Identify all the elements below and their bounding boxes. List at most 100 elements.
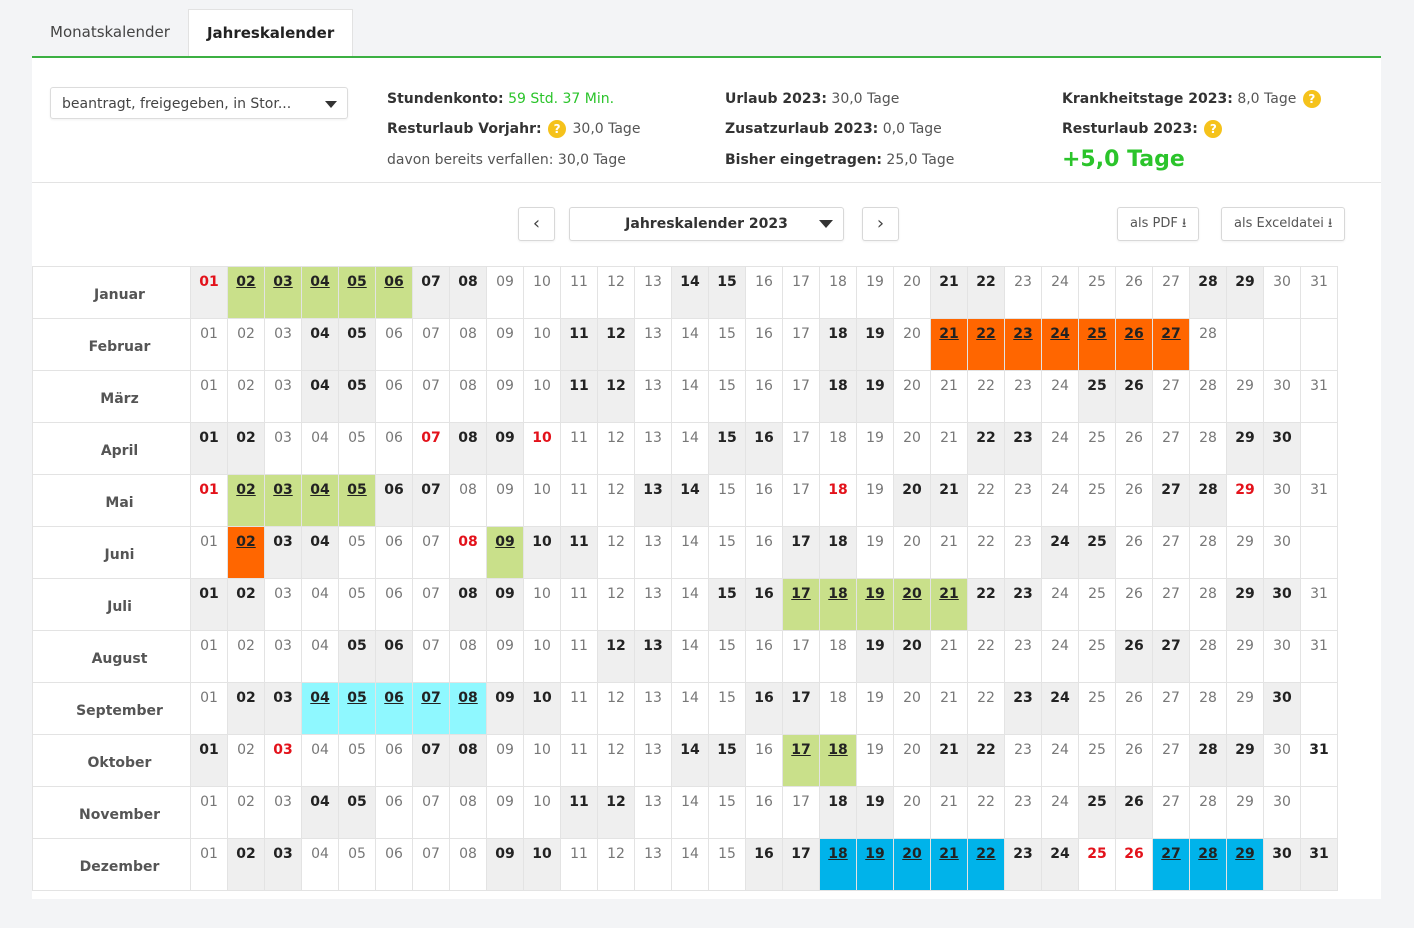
day-cell[interactable]: 07 (412, 526, 450, 579)
day-cell[interactable]: 13 (634, 786, 672, 839)
day-cell[interactable]: 23 (1004, 266, 1042, 319)
day-cell[interactable]: 30 (1263, 266, 1301, 319)
status-filter-select[interactable]: beantragt, freigegeben, in Stor... (50, 87, 348, 119)
day-cell[interactable]: 27 (1152, 578, 1190, 631)
day-cell[interactable]: 28 (1189, 318, 1227, 371)
day-cell[interactable]: 29 (1226, 422, 1264, 475)
day-cell[interactable]: 07 (412, 422, 450, 475)
day-cell[interactable]: 02 (227, 474, 265, 527)
day-cell[interactable]: 16 (745, 734, 783, 787)
day-cell[interactable]: 11 (560, 786, 598, 839)
day-cell[interactable]: 20 (893, 526, 931, 579)
day-cell[interactable]: 05 (338, 630, 376, 683)
day-cell[interactable]: 12 (597, 838, 635, 891)
day-cell[interactable]: 26 (1115, 318, 1153, 371)
day-cell[interactable]: 14 (671, 682, 709, 735)
day-cell[interactable]: 30 (1263, 838, 1301, 891)
day-cell[interactable]: 05 (338, 422, 376, 475)
day-cell[interactable]: 05 (338, 266, 376, 319)
day-cell[interactable]: 08 (449, 682, 487, 735)
day-cell[interactable]: 18 (819, 474, 857, 527)
day-cell[interactable]: 28 (1189, 370, 1227, 423)
day-cell[interactable]: 04 (301, 370, 339, 423)
tab-monatskalender[interactable]: Monatskalender (50, 23, 170, 41)
day-cell[interactable]: 14 (671, 838, 709, 891)
day-cell[interactable]: 14 (671, 370, 709, 423)
day-cell[interactable]: 21 (930, 682, 968, 735)
day-cell[interactable]: 30 (1263, 630, 1301, 683)
day-cell[interactable]: 28 (1189, 630, 1227, 683)
day-cell[interactable]: 22 (967, 630, 1005, 683)
day-cell[interactable]: 18 (819, 266, 857, 319)
day-cell[interactable]: 17 (782, 526, 820, 579)
day-cell[interactable]: 07 (412, 682, 450, 735)
day-cell[interactable]: 24 (1041, 734, 1079, 787)
day-cell[interactable]: 10 (523, 838, 561, 891)
day-cell[interactable]: 01 (190, 734, 228, 787)
day-cell[interactable]: 14 (671, 786, 709, 839)
day-cell[interactable]: 08 (449, 266, 487, 319)
day-cell[interactable]: 22 (967, 266, 1005, 319)
day-cell[interactable]: 01 (190, 682, 228, 735)
day-cell[interactable]: 12 (597, 578, 635, 631)
day-cell[interactable]: 27 (1152, 734, 1190, 787)
day-cell[interactable]: 19 (856, 266, 894, 319)
day-cell[interactable]: 09 (486, 578, 524, 631)
day-cell[interactable]: 21 (930, 422, 968, 475)
day-cell[interactable]: 11 (560, 526, 598, 579)
day-cell[interactable]: 03 (264, 422, 302, 475)
day-cell[interactable]: 04 (301, 578, 339, 631)
day-cell[interactable]: 19 (856, 526, 894, 579)
day-cell[interactable]: 28 (1189, 422, 1227, 475)
day-cell[interactable]: 05 (338, 526, 376, 579)
day-cell[interactable]: 20 (893, 266, 931, 319)
day-cell[interactable]: 25 (1078, 474, 1116, 527)
day-cell[interactable]: 11 (560, 266, 598, 319)
day-cell[interactable]: 22 (967, 474, 1005, 527)
day-cell[interactable]: 19 (856, 318, 894, 371)
day-cell[interactable]: 06 (375, 682, 413, 735)
day-cell[interactable]: 29 (1226, 630, 1264, 683)
day-cell[interactable]: 21 (930, 526, 968, 579)
day-cell[interactable]: 01 (190, 318, 228, 371)
day-cell[interactable]: 24 (1041, 630, 1079, 683)
day-cell[interactable]: 22 (967, 318, 1005, 371)
day-cell[interactable]: 14 (671, 734, 709, 787)
day-cell[interactable]: 12 (597, 682, 635, 735)
day-cell[interactable]: 22 (967, 526, 1005, 579)
day-cell[interactable]: 25 (1078, 578, 1116, 631)
day-cell[interactable]: 22 (967, 786, 1005, 839)
day-cell[interactable]: 09 (486, 734, 524, 787)
day-cell[interactable]: 04 (301, 422, 339, 475)
day-cell[interactable]: 13 (634, 526, 672, 579)
day-cell[interactable]: 28 (1189, 266, 1227, 319)
day-cell[interactable]: 08 (449, 370, 487, 423)
day-cell[interactable]: 30 (1263, 370, 1301, 423)
day-cell[interactable]: 16 (745, 422, 783, 475)
day-cell[interactable]: 15 (708, 422, 746, 475)
day-cell[interactable]: 03 (264, 786, 302, 839)
day-cell[interactable]: 15 (708, 630, 746, 683)
day-cell[interactable]: 18 (819, 370, 857, 423)
day-cell[interactable]: 19 (856, 734, 894, 787)
day-cell[interactable]: 18 (819, 786, 857, 839)
day-cell[interactable]: 08 (449, 734, 487, 787)
day-cell[interactable]: 07 (412, 474, 450, 527)
day-cell[interactable]: 20 (893, 682, 931, 735)
day-cell[interactable]: 05 (338, 578, 376, 631)
day-cell[interactable]: 03 (264, 682, 302, 735)
day-cell[interactable]: 28 (1189, 838, 1227, 891)
day-cell[interactable]: 01 (190, 266, 228, 319)
day-cell[interactable]: 10 (523, 422, 561, 475)
day-cell[interactable]: 15 (708, 734, 746, 787)
day-cell[interactable]: 10 (523, 786, 561, 839)
day-cell[interactable]: 29 (1226, 370, 1264, 423)
day-cell[interactable]: 17 (782, 630, 820, 683)
day-cell[interactable]: 25 (1078, 838, 1116, 891)
help-icon[interactable]: ? (548, 120, 567, 138)
export-pdf-button[interactable]: als PDF ⭳ (1117, 207, 1200, 241)
day-cell[interactable]: 06 (375, 838, 413, 891)
day-cell[interactable]: 09 (486, 786, 524, 839)
day-cell[interactable]: 08 (449, 630, 487, 683)
day-cell[interactable]: 09 (486, 630, 524, 683)
